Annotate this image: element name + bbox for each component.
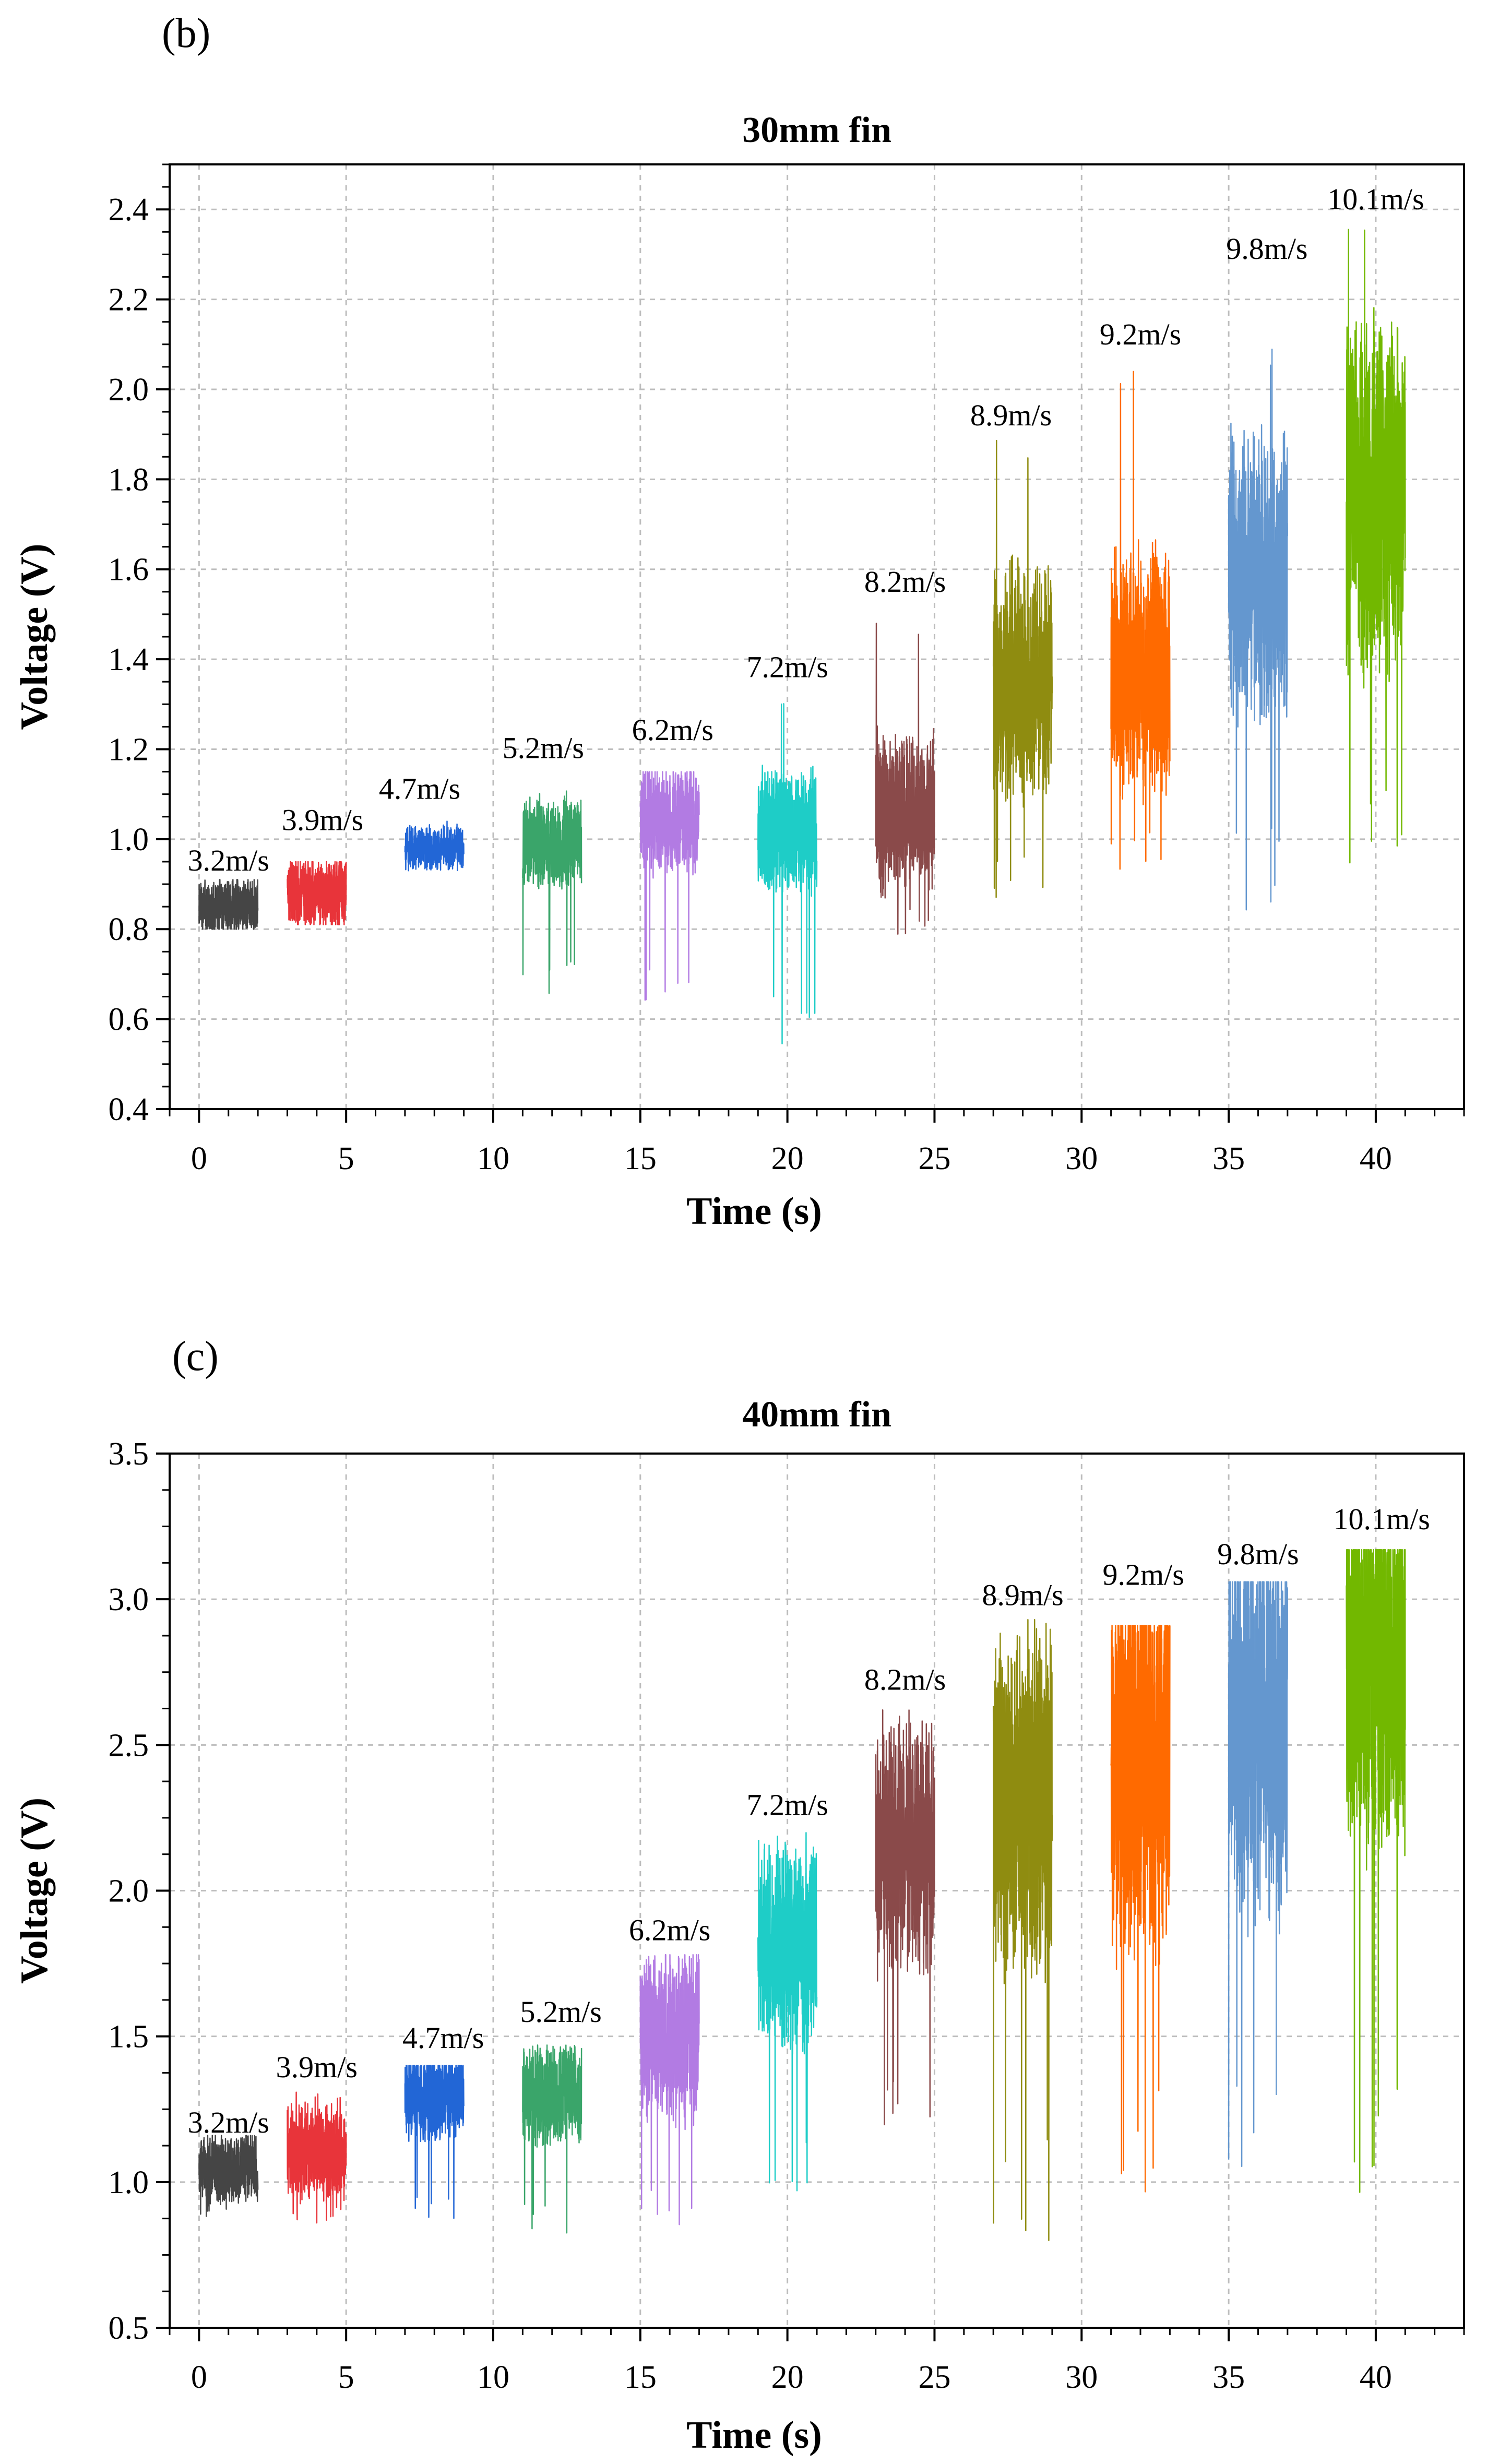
series-data-label: 4.7m/s xyxy=(402,2021,484,2055)
series-trace-10-1m-s xyxy=(1346,1549,1406,2193)
series-data-label: 8.9m/s xyxy=(970,398,1052,432)
y-tick-label: 1.5 xyxy=(109,2019,149,2055)
series-data-label: 7.2m/s xyxy=(746,1788,828,1822)
panel-label-b: (b) xyxy=(162,10,210,56)
series-data-label: 5.2m/s xyxy=(503,731,584,765)
y-tick-label: 3.5 xyxy=(109,1436,149,1472)
series-data-label: 3.2m/s xyxy=(188,843,269,877)
y-tick-label: 3.0 xyxy=(109,1582,149,1617)
series-trace-3-9m-s xyxy=(287,861,347,925)
panel-label-c: (c) xyxy=(172,1334,219,1379)
chart-40mm-fin: 3.2m/s3.9m/s 4.7m/s 5.2m/s 6.2m/s 7.2m/s 8.2m… xyxy=(13,1395,1465,2457)
series-trace-8-9m-s xyxy=(992,439,1053,898)
y-tick-label: 0.5 xyxy=(109,2311,149,2346)
y-tick-label: 0.4 xyxy=(109,1092,149,1127)
y-tick-label: 2.0 xyxy=(109,1874,149,1909)
series-trace-9-2m-s xyxy=(1110,1625,1171,2193)
series-data-label: 9.2m/s xyxy=(1102,1557,1184,1591)
series-data-label: 6.2m/s xyxy=(629,1913,710,1947)
chart-title: 30mm fin xyxy=(742,110,891,150)
y-axis-label: Voltage (V) xyxy=(13,544,56,730)
series-data-label: 8.9m/s xyxy=(982,1578,1063,1612)
series-data-label: 9.8m/s xyxy=(1226,232,1307,266)
y-tick-label: 1.0 xyxy=(109,822,149,858)
series-trace-9-8m-s xyxy=(1228,348,1289,911)
series-trace-10-1m-s xyxy=(1346,229,1406,864)
series-data-label: 10.1m/s xyxy=(1327,182,1424,216)
y-tick-label: 0.6 xyxy=(109,1002,149,1038)
series-trace-9-8m-s xyxy=(1228,1581,1289,2167)
series-trace-8-2m-s xyxy=(875,622,935,935)
series-trace-7-2m-s xyxy=(757,1832,818,2192)
x-tick-label: 0 xyxy=(191,2360,207,2395)
x-tick-label: 35 xyxy=(1212,2360,1245,2395)
series-trace-9-2m-s xyxy=(1110,371,1171,870)
series-trace-5-2m-s xyxy=(522,2044,582,2234)
x-tick-label: 25 xyxy=(918,2360,950,2395)
series-data-label: 8.2m/s xyxy=(864,565,946,599)
series-data-label: 4.7m/s xyxy=(379,771,460,805)
x-tick-label: 40 xyxy=(1360,1141,1392,1176)
series-trace-6-2m-s xyxy=(639,1954,700,2225)
x-tick-label: 20 xyxy=(771,1141,804,1176)
y-tick-label: 0.8 xyxy=(109,912,149,947)
x-tick-label: 5 xyxy=(338,1141,354,1176)
x-tick-label: 30 xyxy=(1065,1141,1098,1176)
series-data-label: 9.8m/s xyxy=(1217,1537,1299,1571)
y-axis-label: Voltage (V) xyxy=(13,1798,56,1984)
y-tick-label: 1.8 xyxy=(109,462,149,497)
series-trace-6-2m-s xyxy=(639,771,700,1001)
y-tick-label: 1.4 xyxy=(109,642,149,677)
series-trace-3-2m-s xyxy=(198,2135,259,2217)
x-tick-label: 10 xyxy=(477,2360,509,2395)
series-data-label: 3.2m/s xyxy=(188,2105,269,2139)
y-tick-label: 2.0 xyxy=(109,372,149,408)
y-tick-label: 2.5 xyxy=(109,1728,149,1763)
x-tick-label: 40 xyxy=(1360,2360,1392,2395)
x-axis-label: Time (s) xyxy=(686,1190,822,1233)
series-data-label: 8.2m/s xyxy=(864,1662,946,1696)
series-trace-3-9m-s xyxy=(287,2091,347,2224)
series-trace-8-2m-s xyxy=(875,1709,935,2126)
x-tick-label: 10 xyxy=(477,1141,509,1176)
series-data-label: 5.2m/s xyxy=(520,1995,601,2029)
series-data-label: 10.1m/s xyxy=(1334,1502,1430,1536)
series-trace-3-2m-s xyxy=(198,879,259,930)
series-data-label: 6.2m/s xyxy=(632,713,713,747)
series-data-label: 3.9m/s xyxy=(282,803,363,837)
series-data-label: 9.2m/s xyxy=(1100,317,1181,351)
y-tick-label: 1.6 xyxy=(109,552,149,588)
x-tick-label: 5 xyxy=(338,2360,354,2395)
chart-30mm-fin: 3.2m/s 3.9m/s 4.7m/s 5.2m/s 6.2m/s 7.2m/s 8.2m… xyxy=(13,110,1465,1233)
chart-title: 40mm fin xyxy=(742,1395,891,1435)
x-tick-label: 15 xyxy=(624,2360,657,2395)
x-tick-label: 30 xyxy=(1065,2360,1098,2395)
series-data-label: 7.2m/s xyxy=(746,650,828,684)
series-trace-5-2m-s xyxy=(522,790,582,994)
series-trace-4-7m-s xyxy=(404,820,465,872)
series-trace-4-7m-s xyxy=(404,2065,465,2219)
y-tick-label: 1.2 xyxy=(109,732,149,767)
x-tick-label: 20 xyxy=(771,2360,804,2395)
x-tick-label: 15 xyxy=(624,1141,657,1176)
x-axis-label: Time (s) xyxy=(686,2414,822,2457)
x-tick-label: 25 xyxy=(918,1141,950,1176)
x-tick-label: 0 xyxy=(191,1141,207,1176)
series-trace-7-2m-s xyxy=(757,703,818,1045)
series-trace-8-9m-s xyxy=(992,1619,1053,2241)
x-tick-label: 35 xyxy=(1212,1141,1245,1176)
y-tick-label: 2.4 xyxy=(109,192,149,228)
series-data-label: 3.9m/s xyxy=(276,2050,358,2084)
y-tick-label: 2.2 xyxy=(109,282,149,318)
y-tick-label: 1.0 xyxy=(109,2165,149,2200)
